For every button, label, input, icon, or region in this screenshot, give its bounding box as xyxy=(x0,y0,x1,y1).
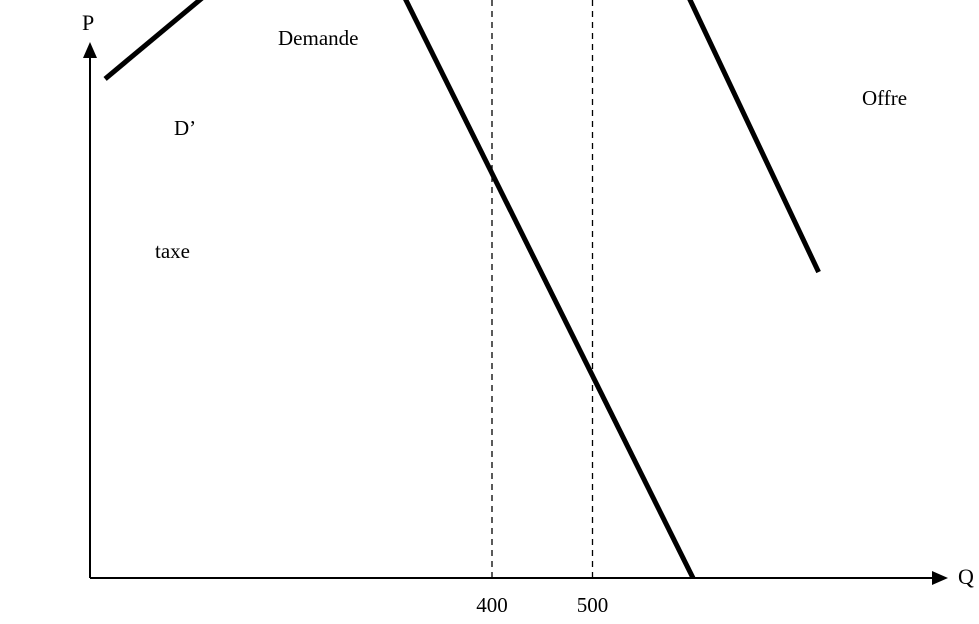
x-axis-label: Q xyxy=(958,564,974,589)
y-axis-label: P xyxy=(82,10,94,35)
x-axis-arrow xyxy=(932,571,948,585)
demand-curve-label: Demande xyxy=(278,26,358,50)
x-tick-label: 400 xyxy=(476,593,508,617)
x-tick-label: 500 xyxy=(577,593,609,617)
curves xyxy=(103,0,821,580)
guide-lines xyxy=(491,0,594,578)
demand-curve xyxy=(687,0,821,274)
axes xyxy=(83,42,948,585)
supply-curve-label: Offre xyxy=(862,86,907,110)
y-axis-arrow xyxy=(83,42,97,58)
shifted-demand-curve-label: D’ xyxy=(174,116,196,140)
shifted-demand-curve xyxy=(403,0,696,580)
tax-label: taxe xyxy=(155,239,190,263)
